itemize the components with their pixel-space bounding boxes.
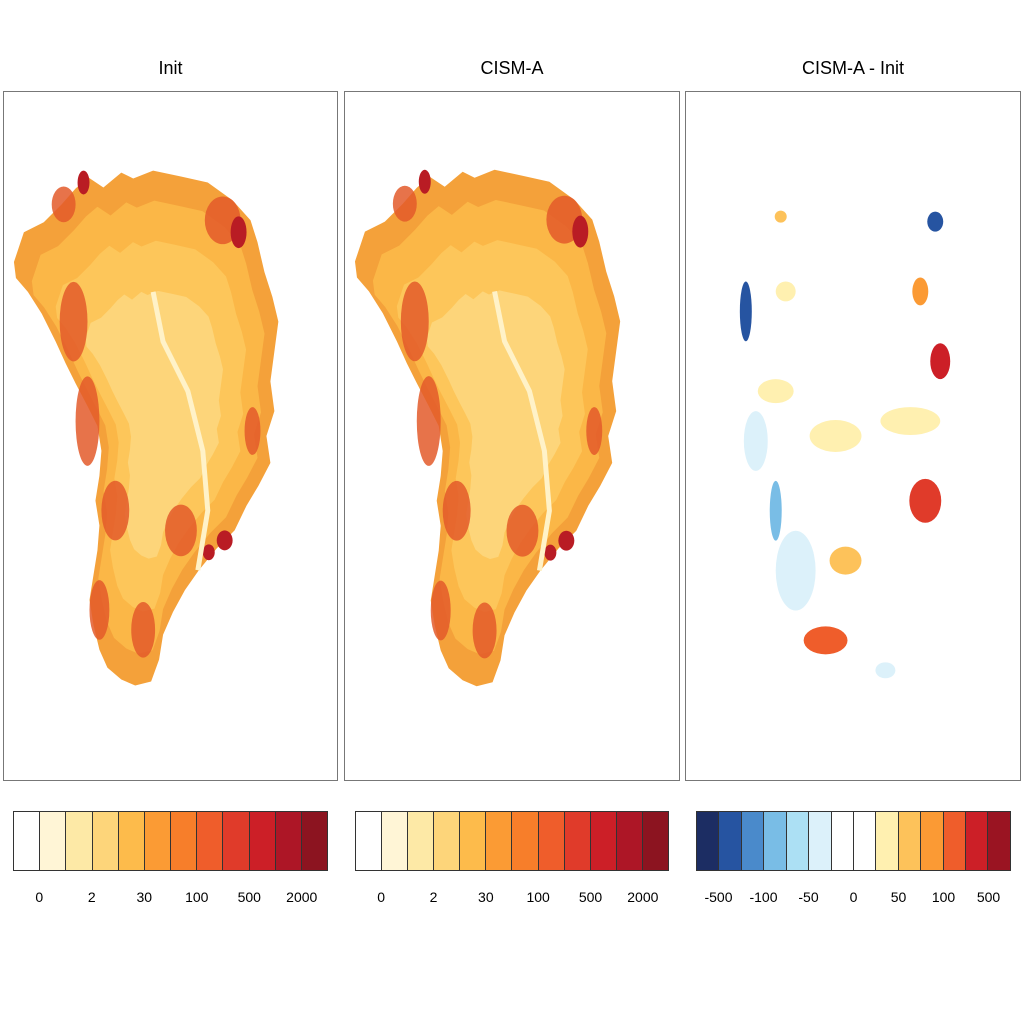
map-cism-a bbox=[354, 169, 621, 687]
colorbar-swatch bbox=[785, 811, 810, 871]
colorbar-swatch bbox=[91, 811, 119, 871]
colorbar-swatch bbox=[718, 811, 742, 871]
colorbar-swatch bbox=[300, 811, 329, 871]
colorbar-tick-label: 30 bbox=[136, 889, 153, 905]
panel-title-cism-a: CISM-A bbox=[480, 58, 544, 78]
colorbar-tick-label: 500 bbox=[578, 889, 603, 905]
colorbar-swatch bbox=[407, 811, 435, 871]
colorbar-swatch bbox=[740, 811, 765, 871]
map-panel-difference bbox=[685, 91, 1021, 781]
colorbar-tick-label: 0 bbox=[849, 889, 858, 905]
colorbar-swatch bbox=[965, 811, 989, 871]
colorbar-swatch bbox=[433, 811, 461, 871]
colorbar-tick-label: 0 bbox=[35, 889, 44, 905]
colorbar-swatch bbox=[143, 811, 172, 871]
colorbar-tick-label: 2 bbox=[429, 889, 438, 905]
colorbar-swatch bbox=[808, 811, 832, 871]
map-init bbox=[13, 170, 279, 686]
colorbar-tick-label: -500 bbox=[704, 889, 733, 905]
colorbar-swatch bbox=[920, 811, 944, 871]
colorbar-tick-label: 30 bbox=[478, 889, 494, 905]
colorbar-swatch bbox=[274, 811, 302, 871]
colorbar-tick-label: 100 bbox=[185, 889, 209, 905]
colorbar-ticks-cism-a: 0 2 30 100 500 2000 bbox=[355, 889, 669, 909]
colorbar-swatch bbox=[381, 811, 409, 871]
map-panel-init bbox=[3, 91, 338, 781]
colorbar-difference bbox=[696, 811, 1011, 873]
colorbar-swatch bbox=[875, 811, 899, 871]
colorbar-swatch bbox=[537, 811, 565, 871]
colorbar-swatch bbox=[222, 811, 250, 871]
colorbar-tick-label: 2 bbox=[87, 889, 96, 905]
colorbar-swatch bbox=[942, 811, 967, 871]
colorbar-swatch bbox=[563, 811, 591, 871]
colorbar-swatch bbox=[196, 811, 224, 871]
colorbar-swatch bbox=[355, 811, 383, 871]
colorbar-swatch bbox=[897, 811, 922, 871]
colorbar-init bbox=[13, 811, 329, 873]
colorbar-swatch bbox=[830, 811, 854, 871]
map-panel-cism-a bbox=[344, 91, 680, 781]
colorbar-tick-label: 500 bbox=[976, 889, 1001, 905]
colorbar-swatch bbox=[511, 811, 539, 871]
colorbar-swatch bbox=[39, 811, 67, 871]
colorbar-tick-label: -50 bbox=[798, 889, 819, 905]
colorbar-swatch bbox=[65, 811, 93, 871]
colorbar-swatch bbox=[117, 811, 145, 871]
colorbar-tick-label: 100 bbox=[931, 889, 956, 905]
colorbar-swatch bbox=[459, 811, 487, 871]
colorbar-tick-label: -100 bbox=[749, 889, 778, 905]
colorbar-tick-label: 100 bbox=[526, 889, 550, 905]
panel-title-init: Init bbox=[158, 58, 183, 78]
colorbar-tick-label: 2000 bbox=[286, 889, 318, 905]
map-difference bbox=[739, 210, 951, 679]
colorbar-tick-label: 0 bbox=[377, 889, 386, 905]
colorbar-swatch bbox=[696, 811, 720, 871]
colorbar-swatch bbox=[248, 811, 276, 871]
panel-title-difference: CISM-A - Init bbox=[801, 58, 904, 78]
colorbar-swatch bbox=[485, 811, 513, 871]
colorbar-swatch bbox=[589, 811, 617, 871]
colorbar-swatch bbox=[987, 811, 1011, 871]
colorbar-tick-label: 50 bbox=[890, 889, 907, 905]
colorbar-ticks-init: 0 2 30 100 500 2000 bbox=[13, 889, 328, 909]
colorbar-swatch bbox=[13, 811, 41, 871]
colorbar-swatch bbox=[763, 811, 787, 871]
colorbar-swatch bbox=[615, 811, 643, 871]
colorbar-ticks-difference: -500 -100 -50 0 50 100 500 bbox=[696, 889, 1011, 909]
colorbar-tick-label: 500 bbox=[237, 889, 261, 905]
colorbar-cism-a bbox=[355, 811, 669, 873]
colorbar-swatch bbox=[852, 811, 877, 871]
colorbar-swatch bbox=[641, 811, 669, 871]
colorbar-swatch bbox=[170, 811, 198, 871]
colorbar-tick-label: 2000 bbox=[627, 889, 659, 905]
